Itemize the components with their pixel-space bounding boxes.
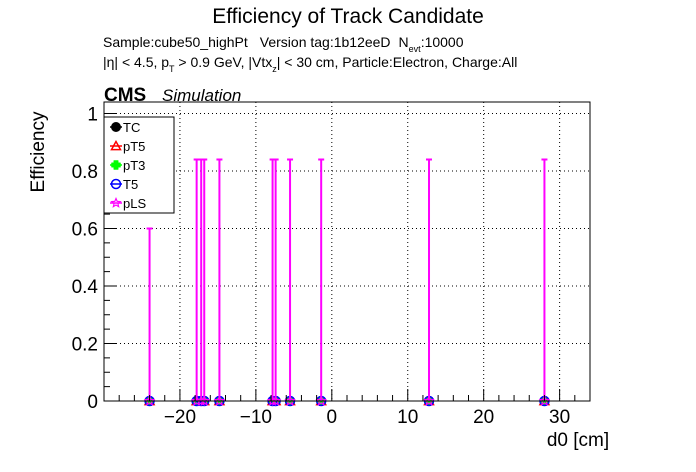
legend-label: pT3: [123, 158, 145, 173]
data-point: [110, 139, 122, 151]
y-tick-label: 1: [87, 105, 98, 126]
cuts-eta: |η| < 4.5, p: [103, 54, 169, 70]
data-point: [538, 394, 551, 406]
legend-entry-pt5: pT5: [110, 139, 145, 154]
data-points: [143, 158, 551, 407]
legend-label: T5: [123, 177, 138, 192]
y-tick-label: 0.6: [72, 220, 98, 241]
y-tick-label: 0.8: [72, 162, 98, 183]
vtx-subscript: z: [272, 64, 277, 74]
y-tick-label: 0.2: [72, 335, 98, 356]
y-tick-label: 0: [87, 392, 98, 413]
info-line-2: |η| < 4.5, pT > 0.9 GeV, |Vtxz| < 30 cm,…: [103, 54, 517, 74]
grid-lines: [104, 102, 590, 401]
data-point: [111, 122, 121, 132]
legend-label: pT5: [123, 139, 145, 154]
simulation-label: Simulation: [162, 86, 241, 105]
data-point: [423, 394, 435, 406]
legend-entry-pt3: pT3: [110, 158, 145, 173]
cms-label: CMS: [104, 85, 146, 106]
x-tick-label: 20: [473, 407, 494, 428]
nevt-label: N: [399, 34, 409, 50]
data-point: [198, 394, 211, 406]
version-label: Version tag:1b12eeD: [260, 34, 391, 50]
cuts-pt: > 0.9 GeV, |Vtx: [175, 54, 273, 70]
legend-entry-tc: TC: [110, 120, 140, 135]
y-tick-label: 0.4: [72, 277, 99, 298]
legend-entry-t5: T5: [110, 177, 138, 192]
nevt-value: :10000: [421, 34, 464, 50]
legend-label: pLS: [123, 196, 146, 211]
sample-label: Sample:cube50_highPt: [103, 34, 248, 50]
x-tick-label: 30: [549, 407, 570, 428]
data-point: [143, 394, 156, 406]
data-point: [110, 178, 122, 190]
chart-title: Efficiency of Track Candidate: [212, 5, 484, 28]
axes-frame: [103, 101, 591, 402]
data-point: [111, 160, 121, 170]
info-line-1: Sample:cube50_highPt Version tag:1b12eeD N…: [103, 34, 464, 54]
legend-entry-pls: pLS: [110, 196, 146, 211]
data-point: [110, 196, 122, 208]
x-axis-label: d0 [cm]: [547, 430, 609, 451]
data-point: [195, 394, 207, 406]
pt-subscript: T: [169, 64, 175, 74]
x-tick-label: −20: [164, 407, 196, 428]
data-point: [284, 394, 296, 406]
plot-frame: [103, 101, 591, 402]
data-point: [213, 394, 226, 406]
x-tick-label: 0: [327, 407, 338, 428]
x-tick-label: 10: [397, 407, 418, 428]
legend-label: TC: [123, 120, 140, 135]
y-axis-label: Efficiency: [28, 111, 49, 192]
data-point: [266, 394, 279, 406]
legend: TC pT5 pT3 T5 pLS: [103, 116, 175, 214]
nevt-subscript: evt: [409, 44, 422, 54]
tick-labels: −20 −10 0 10 20 30 0 0.2 0.4 0.6 0.8 1: [72, 105, 571, 429]
x-tick-label: −10: [240, 407, 272, 428]
cuts-rest: | < 30 cm, Particle:Electron, Charge:All: [277, 54, 518, 70]
series-pls: [143, 158, 551, 406]
data-point: [315, 394, 327, 406]
data-point: [269, 394, 282, 406]
